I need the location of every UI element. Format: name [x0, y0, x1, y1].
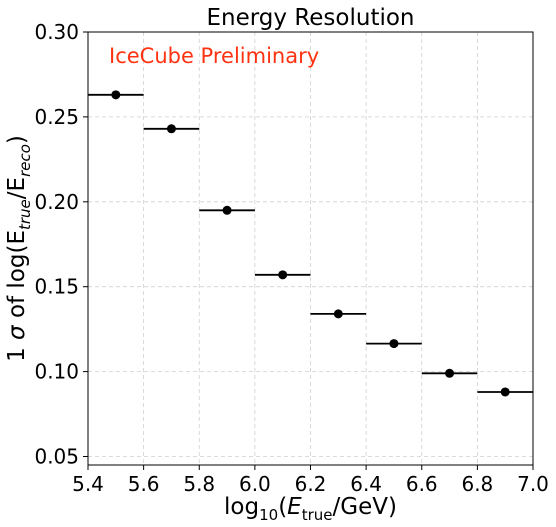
y-axis-label: 1 σ of log(Etrue/Ereco)	[4, 135, 34, 362]
axis-ticks: 5.4 5.6 5.8 6.0 6.2 6.4 6.6 6.8 7.0 0.05 0.10 0.15 0…	[34, 20, 548, 496]
x-tick-label: 6.6	[406, 472, 438, 496]
x-axis-label: log10(Etrue/GeV)	[224, 494, 397, 524]
x-axis-label-pre: log	[224, 494, 259, 520]
y-axis-label-pre: 1	[4, 340, 30, 362]
chart-title: Energy Resolution	[206, 5, 414, 31]
grid	[87, 31, 534, 465]
x-tick-label: 6.8	[461, 472, 493, 496]
x-tick-label: 6.4	[350, 472, 382, 496]
y-axis-label-mid: of log(E	[4, 230, 30, 325]
y-tick-label: 0.20	[34, 190, 79, 214]
data-series	[88, 90, 533, 397]
data-point	[500, 387, 510, 397]
x-axis-label-var: E	[287, 494, 302, 520]
preliminary-annotation: IceCube Preliminary	[109, 44, 319, 68]
x-axis-label-post: /GeV)	[333, 494, 397, 520]
data-point	[389, 339, 399, 349]
y-tick-label: 0.15	[34, 275, 79, 299]
data-point	[278, 270, 288, 280]
y-axis-label-slash: /E	[4, 177, 30, 199]
y-tick-label: 0.05	[34, 445, 79, 469]
y-axis-label-post: )	[4, 135, 30, 144]
data-point	[445, 368, 455, 378]
data-point	[333, 309, 343, 319]
x-tick-label: 6.0	[239, 472, 271, 496]
y-tick-label: 0.10	[34, 360, 79, 384]
y-axis-label-sigma: σ	[4, 324, 30, 340]
y-axis-label-sub1: true	[16, 199, 34, 230]
data-point	[111, 90, 121, 100]
x-tick-label: 7.0	[517, 472, 549, 496]
x-axis-label-sub: 10	[259, 506, 278, 524]
x-tick-label: 6.2	[295, 472, 327, 496]
data-point	[166, 124, 176, 134]
x-axis-label-mid: (	[278, 494, 287, 520]
data-point	[222, 205, 232, 215]
y-axis-label-sub2: reco	[16, 144, 34, 177]
x-tick-label: 5.6	[128, 472, 160, 496]
y-tick-label: 0.30	[34, 20, 79, 44]
x-axis-label-varsub: true	[302, 506, 333, 524]
y-tick-label: 0.25	[34, 105, 79, 129]
x-tick-label: 5.4	[72, 472, 104, 496]
x-tick-label: 5.8	[183, 472, 215, 496]
